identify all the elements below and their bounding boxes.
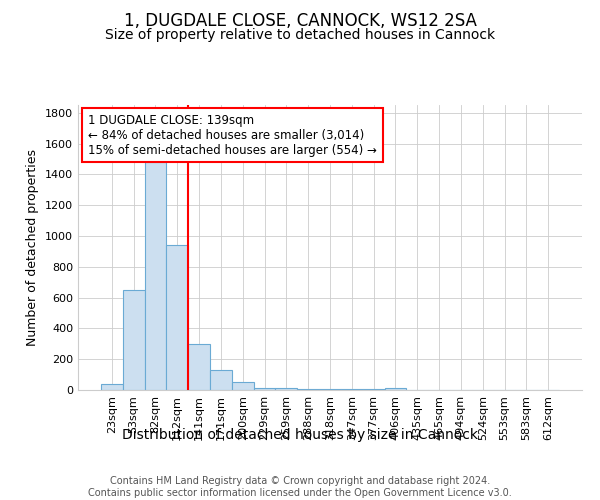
Bar	[319, 389, 341, 390]
Text: Contains HM Land Registry data © Crown copyright and database right 2024.
Contai: Contains HM Land Registry data © Crown c…	[88, 476, 512, 498]
Bar	[166, 245, 188, 390]
Bar	[341, 389, 363, 390]
Bar	[123, 290, 145, 390]
Bar	[385, 388, 406, 390]
Text: Size of property relative to detached houses in Cannock: Size of property relative to detached ho…	[105, 28, 495, 42]
Bar	[232, 382, 254, 390]
Text: 1 DUGDALE CLOSE: 139sqm
← 84% of detached houses are smaller (3,014)
15% of semi: 1 DUGDALE CLOSE: 139sqm ← 84% of detache…	[88, 114, 377, 156]
Y-axis label: Number of detached properties: Number of detached properties	[26, 149, 40, 346]
Text: 1, DUGDALE CLOSE, CANNOCK, WS12 2SA: 1, DUGDALE CLOSE, CANNOCK, WS12 2SA	[124, 12, 476, 30]
Bar	[101, 384, 123, 390]
Bar	[363, 389, 385, 390]
Bar	[210, 370, 232, 390]
Bar	[145, 162, 166, 390]
Bar	[297, 389, 319, 390]
Bar	[254, 388, 275, 390]
Bar	[275, 388, 297, 390]
Text: Distribution of detached houses by size in Cannock: Distribution of detached houses by size …	[122, 428, 478, 442]
Bar	[188, 344, 210, 390]
